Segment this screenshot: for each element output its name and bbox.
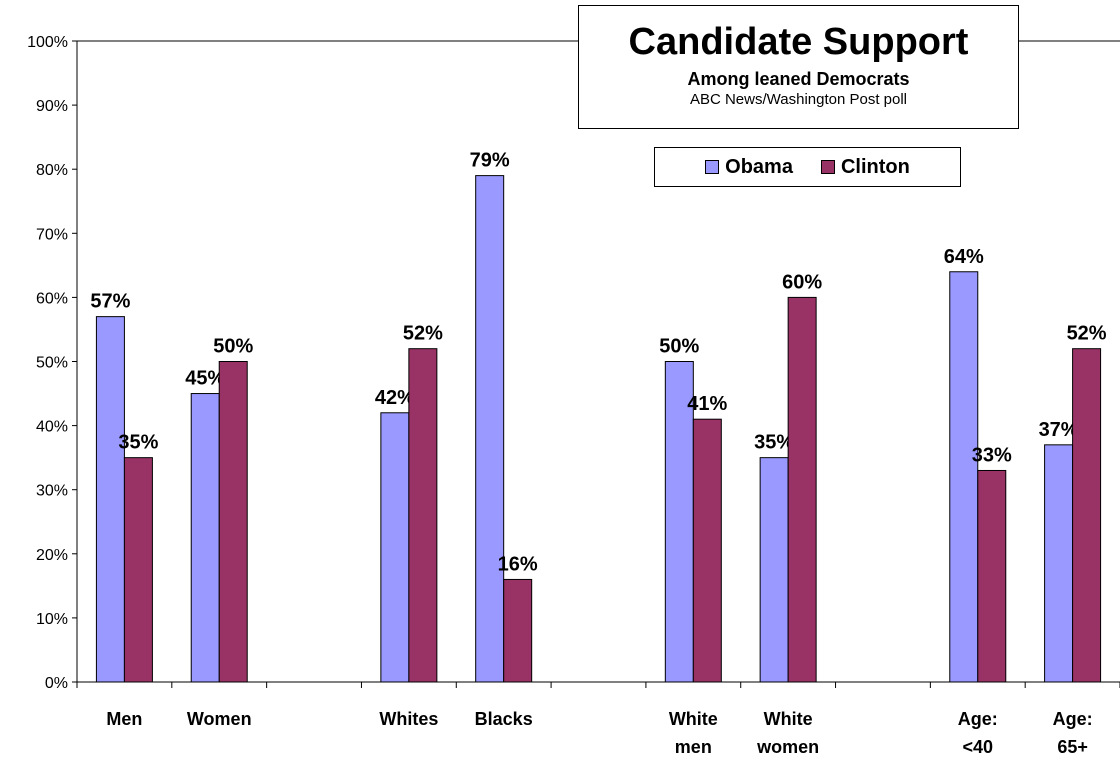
x-category-label: White [669, 709, 718, 729]
x-category-label: Women [187, 709, 252, 729]
bar-obama [95, 316, 125, 683]
x-category-label: 65+ [1057, 737, 1088, 757]
bar-obama [1044, 444, 1074, 683]
x-category-label: Age: [1053, 709, 1093, 729]
bar-obama [190, 393, 220, 683]
data-label-obama: 64% [944, 246, 984, 268]
y-tick-label: 50% [36, 355, 68, 372]
data-label-obama: 37% [1039, 419, 1079, 441]
chart-subtitle: Among leaned Democrats [687, 69, 910, 89]
y-tick-label: 60% [36, 290, 68, 307]
y-tick-label: 80% [36, 162, 68, 179]
data-label-clinton: 35% [118, 432, 158, 454]
chart-source: ABC News/Washington Post poll [689, 91, 908, 108]
bar-clinton [1072, 348, 1102, 683]
data-label-clinton: 41% [687, 393, 727, 415]
data-label-clinton: 33% [972, 444, 1012, 466]
y-tick-label: 100% [27, 34, 68, 51]
data-label-obama: 45% [185, 368, 225, 390]
legend-swatch-clinton [820, 160, 835, 174]
x-category-label: <40 [962, 737, 993, 757]
data-label-clinton: 16% [498, 553, 538, 575]
bar-obama [475, 175, 505, 683]
x-category-label: White [764, 709, 813, 729]
data-label-clinton: 52% [1067, 323, 1107, 345]
data-label-obama: 50% [659, 336, 699, 358]
bar-obama [759, 457, 789, 683]
data-label-clinton: 60% [782, 271, 822, 293]
data-label-clinton: 50% [213, 336, 253, 358]
bar-clinton [787, 296, 817, 683]
y-tick-label: 0% [45, 675, 68, 692]
y-tick-label: 70% [36, 226, 68, 243]
x-category-label: Men [106, 709, 142, 729]
data-label-obama: 57% [90, 291, 130, 313]
x-category-label: Age: [958, 709, 998, 729]
legend-item-obama: Obama [705, 156, 793, 179]
x-category-label: women [756, 737, 819, 757]
bar-clinton [218, 361, 248, 683]
bar-clinton [692, 418, 722, 683]
y-tick-label: 30% [36, 483, 68, 500]
chart-legend: Obama Clinton [654, 147, 961, 187]
bar-clinton [977, 469, 1007, 683]
y-tick-label: 40% [36, 419, 68, 436]
y-tick-label: 90% [36, 98, 68, 115]
legend-item-clinton: Clinton [820, 155, 910, 179]
data-label-clinton: 52% [403, 323, 443, 345]
bar-clinton [503, 578, 533, 683]
data-label-obama: 35% [754, 432, 794, 454]
legend-label-obama: Obama [725, 155, 793, 178]
bar-obama [664, 361, 694, 683]
data-label-obama: 42% [375, 387, 415, 409]
bar-clinton [123, 457, 153, 683]
x-category-label: men [675, 737, 712, 757]
bar-obama [380, 412, 410, 683]
chart-title-box: Candidate Support Among leaned Democrats… [578, 5, 1019, 129]
chart-title: Candidate Support [628, 21, 969, 63]
x-category-label: Whites [379, 709, 438, 729]
bar-obama [949, 271, 979, 683]
legend-swatch-obama [705, 160, 720, 174]
y-tick-label: 10% [36, 611, 68, 628]
x-category-label: Blacks [475, 709, 533, 729]
y-tick-label: 20% [36, 547, 68, 564]
legend-label-clinton: Clinton [840, 155, 910, 178]
data-label-obama: 79% [470, 150, 510, 172]
bar-clinton [408, 348, 438, 683]
